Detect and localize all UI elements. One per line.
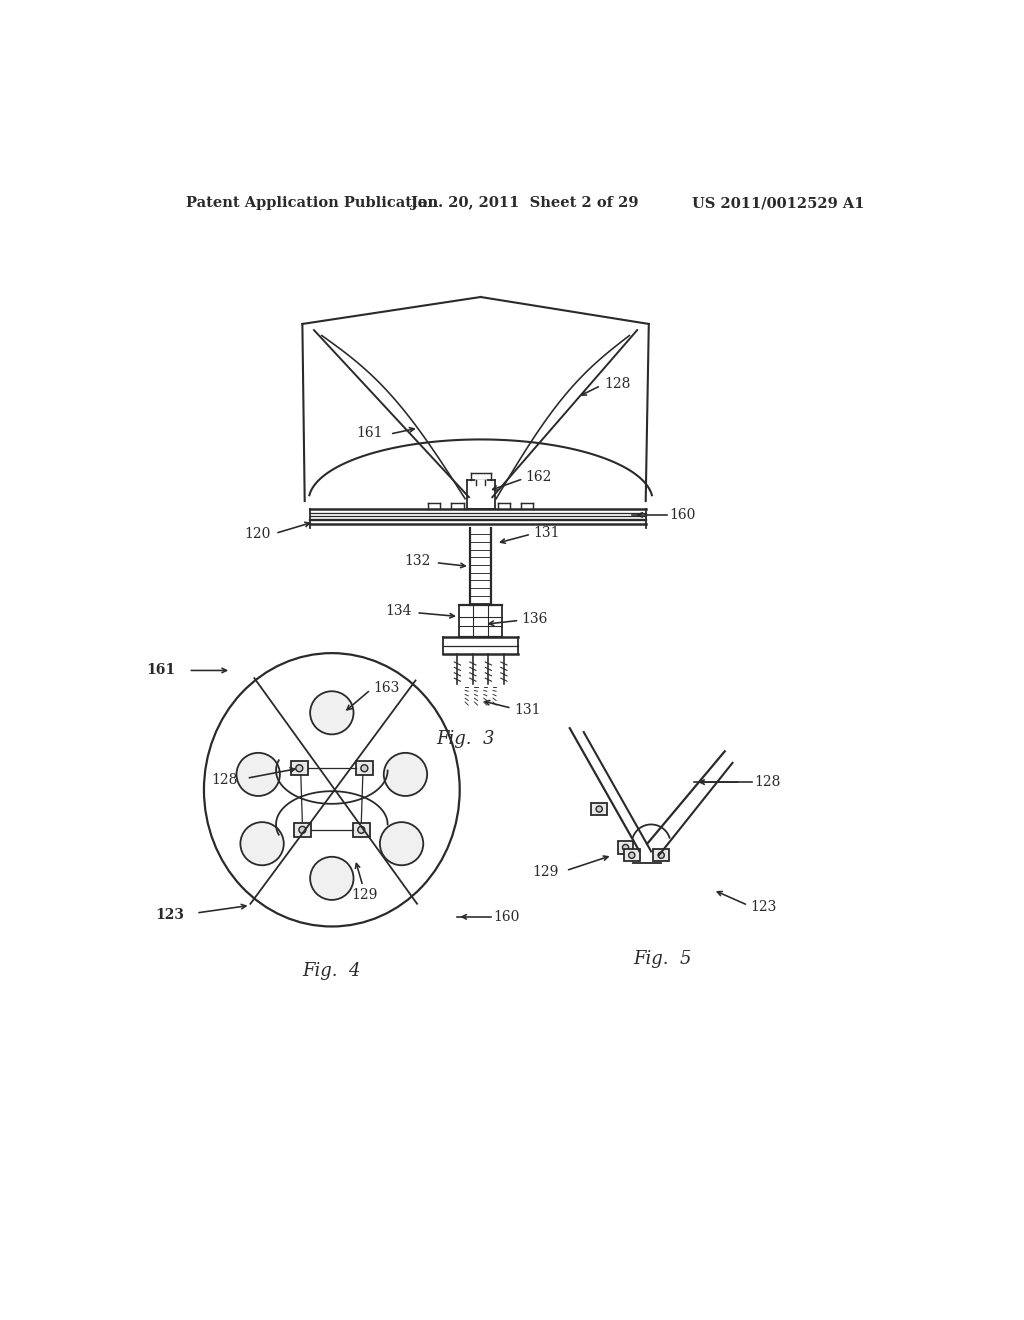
Circle shape <box>241 822 284 866</box>
Circle shape <box>380 822 423 866</box>
Text: 131: 131 <box>534 525 560 540</box>
Text: 120: 120 <box>245 527 270 541</box>
FancyBboxPatch shape <box>592 803 607 816</box>
Text: Patent Application Publication: Patent Application Publication <box>186 197 438 210</box>
Text: 128: 128 <box>212 772 238 787</box>
FancyBboxPatch shape <box>624 849 640 862</box>
FancyBboxPatch shape <box>291 762 308 775</box>
Circle shape <box>310 692 353 734</box>
Circle shape <box>360 764 368 772</box>
Text: 161: 161 <box>356 425 383 440</box>
FancyBboxPatch shape <box>653 849 669 862</box>
Text: 161: 161 <box>145 664 175 677</box>
Text: 162: 162 <box>525 470 552 484</box>
FancyBboxPatch shape <box>617 841 633 854</box>
Text: 132: 132 <box>404 554 431 568</box>
FancyBboxPatch shape <box>294 822 311 837</box>
Circle shape <box>629 853 635 858</box>
Text: US 2011/0012529 A1: US 2011/0012529 A1 <box>692 197 864 210</box>
Circle shape <box>623 845 629 850</box>
Circle shape <box>658 853 665 858</box>
Text: 163: 163 <box>373 681 399 696</box>
Text: Jan. 20, 2011  Sheet 2 of 29: Jan. 20, 2011 Sheet 2 of 29 <box>411 197 639 210</box>
Text: 160: 160 <box>493 909 519 924</box>
Text: 123: 123 <box>751 900 776 913</box>
FancyBboxPatch shape <box>356 762 373 775</box>
FancyBboxPatch shape <box>352 822 370 837</box>
Text: 160: 160 <box>669 508 695 521</box>
Circle shape <box>596 807 602 812</box>
Text: 123: 123 <box>155 908 184 921</box>
Text: Fig.  5: Fig. 5 <box>634 950 692 968</box>
Circle shape <box>384 752 427 796</box>
Circle shape <box>296 764 303 772</box>
Text: Fig.  4: Fig. 4 <box>302 962 361 979</box>
Text: 134: 134 <box>385 605 412 618</box>
Circle shape <box>357 826 365 833</box>
Text: 131: 131 <box>514 702 541 717</box>
Circle shape <box>299 826 306 833</box>
Text: 128: 128 <box>604 378 631 391</box>
Text: 128: 128 <box>755 775 780 789</box>
Circle shape <box>310 857 353 900</box>
Text: 136: 136 <box>521 612 548 626</box>
Text: Fig.  3: Fig. 3 <box>436 730 495 748</box>
Circle shape <box>237 752 280 796</box>
Text: 129: 129 <box>351 888 378 903</box>
Text: 129: 129 <box>532 865 559 879</box>
